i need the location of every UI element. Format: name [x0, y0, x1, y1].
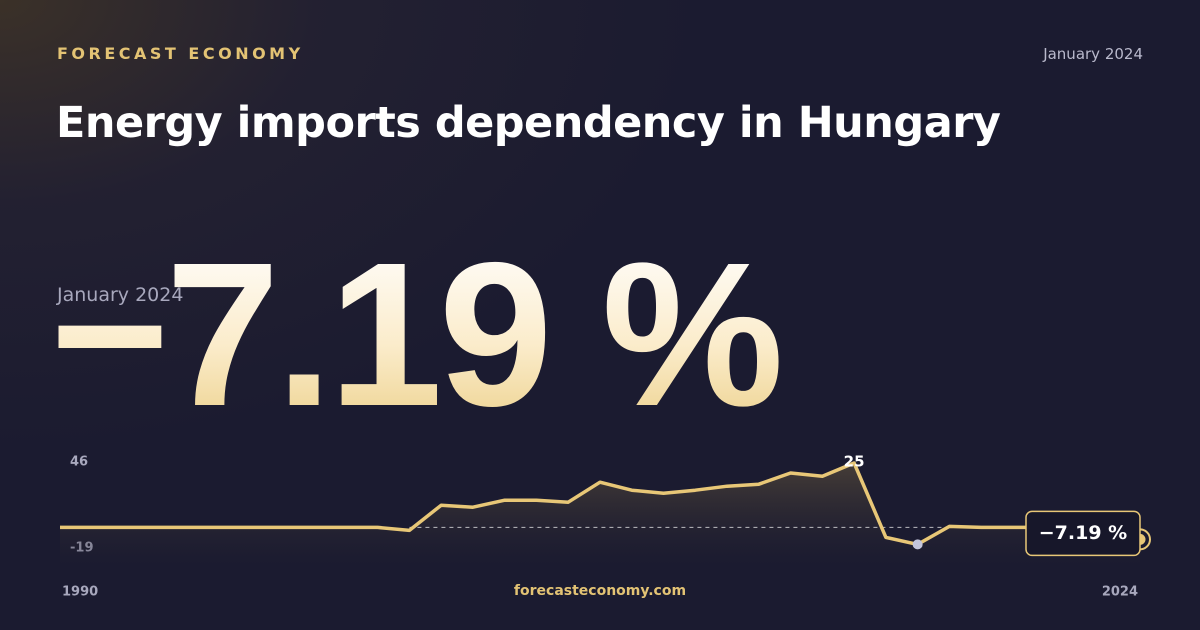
end-label-box — [1025, 510, 1141, 557]
line — [60, 461, 1140, 547]
site-link: forecasteconomy.com — [513, 583, 687, 599]
date: January 2024 — [1043, 45, 1143, 63]
headline-label: January 2024 — [57, 284, 184, 306]
headline-value: −7.19 % — [50, 220, 784, 449]
y-tick-label: 46 — [70, 455, 88, 470]
area — [60, 463, 1140, 565]
peak-label: 25 — [844, 453, 865, 471]
brand: FORECAST ECONOMY — [57, 44, 304, 63]
x-tick-label: 2024 — [1102, 585, 1138, 600]
min-point — [912, 539, 923, 550]
end-label: −7.19 % — [1039, 522, 1127, 544]
x-tick-label: 1990 — [62, 585, 98, 600]
title: Energy imports dependency in Hungary — [56, 98, 1001, 148]
